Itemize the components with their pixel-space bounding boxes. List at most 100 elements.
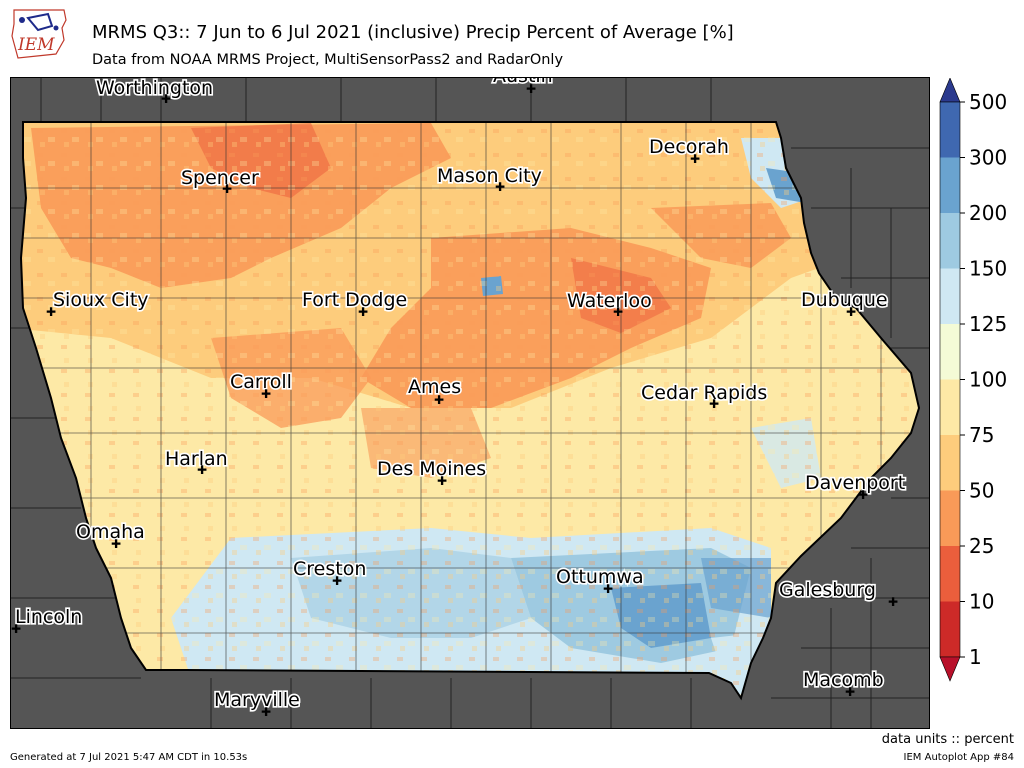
city-galesburg: Galesburg ✚	[777, 577, 898, 609]
svg-text:✚: ✚	[709, 397, 719, 411]
colorbar-swatches	[939, 77, 961, 682]
city-ottumwa: Ottumwa✚	[554, 564, 645, 596]
colorbar-legend: 500 300 200 150 125 100 75 50 25 10 1	[938, 77, 1024, 692]
city-sioux-city: Sioux City✚	[46, 287, 150, 319]
svg-text:✚: ✚	[161, 92, 171, 106]
svg-text:✚: ✚	[495, 180, 505, 194]
svg-text:✚: ✚	[613, 305, 623, 319]
city-decorah: Decorah✚	[647, 134, 730, 166]
svg-text:✚: ✚	[261, 705, 271, 719]
svg-text:Waterloo: Waterloo	[567, 290, 652, 312]
colorbar-label: 300	[969, 146, 1007, 170]
colorbar-swatch	[940, 324, 960, 380]
colorbar-swatch	[940, 601, 960, 657]
svg-text:IEM: IEM	[17, 35, 55, 55]
svg-text:Omaha: Omaha	[76, 521, 145, 543]
colorbar-label: 100	[969, 368, 1007, 392]
colorbar-labels: 500 300 200 150 125 100 75 50 25 10 1	[960, 90, 1007, 669]
svg-text:✚: ✚	[332, 574, 342, 588]
svg-text:Macomb: Macomb	[803, 669, 884, 691]
precip-map: Worthington✚ Austin✚ Spencer✚ Mason City…	[10, 77, 930, 729]
svg-text:Carroll: Carroll	[230, 371, 292, 393]
svg-text:✚: ✚	[526, 82, 536, 96]
colorbar-swatch	[940, 213, 960, 269]
svg-text:✚: ✚	[111, 537, 121, 551]
svg-text:✚: ✚	[845, 685, 855, 699]
colorbar-swatch	[940, 379, 960, 435]
iem-logo: IEM	[8, 6, 72, 62]
city-carroll: Carroll✚	[228, 369, 293, 401]
colorbar-swatch	[940, 435, 960, 491]
city-worthington: Worthington✚	[94, 78, 214, 106]
svg-text:✚: ✚	[846, 305, 856, 319]
colorbar-swatch	[940, 546, 960, 602]
svg-text:Maryville: Maryville	[214, 689, 300, 711]
svg-text:Dubuque: Dubuque	[801, 289, 888, 311]
svg-text:Harlan: Harlan	[165, 448, 228, 470]
generated-timestamp: Generated at 7 Jul 2021 5:47 AM CDT in 1…	[10, 752, 248, 763]
svg-text:Fort Dodge: Fort Dodge	[302, 289, 407, 311]
city-dubuque: Dubuque✚	[799, 287, 889, 319]
svg-text:Sioux City: Sioux City	[53, 289, 149, 311]
colorbar-label: 10	[969, 590, 994, 614]
svg-text:✚: ✚	[46, 305, 56, 319]
city-ames: Ames✚	[406, 374, 462, 407]
app-credit: IEM Autoplot App #84	[903, 752, 1014, 763]
colorbar-bottom-extend	[939, 656, 961, 682]
data-units-note: data units :: percent	[881, 732, 1014, 747]
colorbar-label: 150	[969, 257, 1007, 281]
svg-text:Des Moines: Des Moines	[377, 458, 486, 480]
svg-text:Creston: Creston	[293, 558, 366, 580]
colorbar-label: 200	[969, 201, 1007, 225]
city-fort-dodge: Fort Dodge✚	[300, 287, 408, 319]
city-davenport: Davenport✚	[803, 470, 906, 502]
map-title: MRMS Q3:: 7 Jun to 6 Jul 2021 (inclusive…	[92, 22, 734, 43]
colorbar-swatch	[940, 157, 960, 213]
city-spencer: Spencer✚	[179, 165, 260, 196]
colorbar-label: 75	[969, 423, 994, 447]
city-mason-city: Mason City✚	[435, 163, 543, 194]
colorbar-label: 50	[969, 479, 994, 503]
svg-text:Decorah: Decorah	[649, 136, 729, 158]
colorbar-top-extend	[939, 77, 961, 103]
svg-text:Cedar Rapids: Cedar Rapids	[641, 382, 767, 404]
colorbar-label: 125	[969, 312, 1007, 336]
svg-text:Spencer: Spencer	[181, 167, 259, 189]
city-harlan: Harlan✚	[163, 446, 229, 477]
svg-text:✚: ✚	[197, 463, 207, 477]
svg-text:Worthington: Worthington	[96, 78, 213, 99]
svg-text:✚: ✚	[222, 182, 232, 196]
svg-text:Mason City: Mason City	[437, 165, 542, 187]
svg-text:Ames: Ames	[408, 376, 461, 398]
svg-text:Ottumwa: Ottumwa	[556, 566, 644, 588]
colorbar-swatch	[940, 102, 960, 158]
svg-text:✚: ✚	[690, 152, 700, 166]
colorbar-label: 25	[969, 534, 994, 558]
svg-text:Galesburg: Galesburg	[779, 579, 876, 601]
city-markers: Worthington✚ Austin✚ Spencer✚ Mason City…	[11, 78, 907, 719]
colorbar-label: 1	[969, 645, 982, 669]
city-waterloo: Waterloo✚	[565, 288, 653, 319]
svg-text:✚: ✚	[434, 393, 444, 407]
colorbar-swatch	[940, 268, 960, 324]
svg-text:Davenport: Davenport	[805, 472, 905, 494]
colorbar-label: 500	[969, 90, 1007, 114]
svg-text:✚: ✚	[11, 622, 21, 636]
svg-text:Lincoln: Lincoln	[15, 606, 82, 628]
svg-text:Austin: Austin	[493, 78, 553, 87]
city-cedar-rapids: Cedar Rapids✚	[639, 380, 768, 411]
city-omaha: Omaha✚	[74, 519, 146, 551]
map-subtitle: Data from NOAA MRMS Project, MultiSensor…	[92, 52, 564, 68]
svg-text:✚: ✚	[261, 387, 271, 401]
svg-text:✚: ✚	[858, 488, 868, 502]
city-lincoln: Lincoln✚	[11, 604, 84, 636]
svg-text:✚: ✚	[888, 595, 898, 609]
city-des-moines: Des Moines✚	[375, 456, 487, 488]
city-maryville: Maryville✚	[212, 687, 301, 719]
city-creston: Creston✚	[291, 556, 368, 588]
svg-text:✚: ✚	[603, 582, 613, 596]
city-macomb: Macomb✚	[801, 667, 885, 699]
svg-text:✚: ✚	[358, 305, 368, 319]
city-austin: Austin✚	[491, 78, 554, 96]
svg-text:✚: ✚	[437, 474, 447, 488]
